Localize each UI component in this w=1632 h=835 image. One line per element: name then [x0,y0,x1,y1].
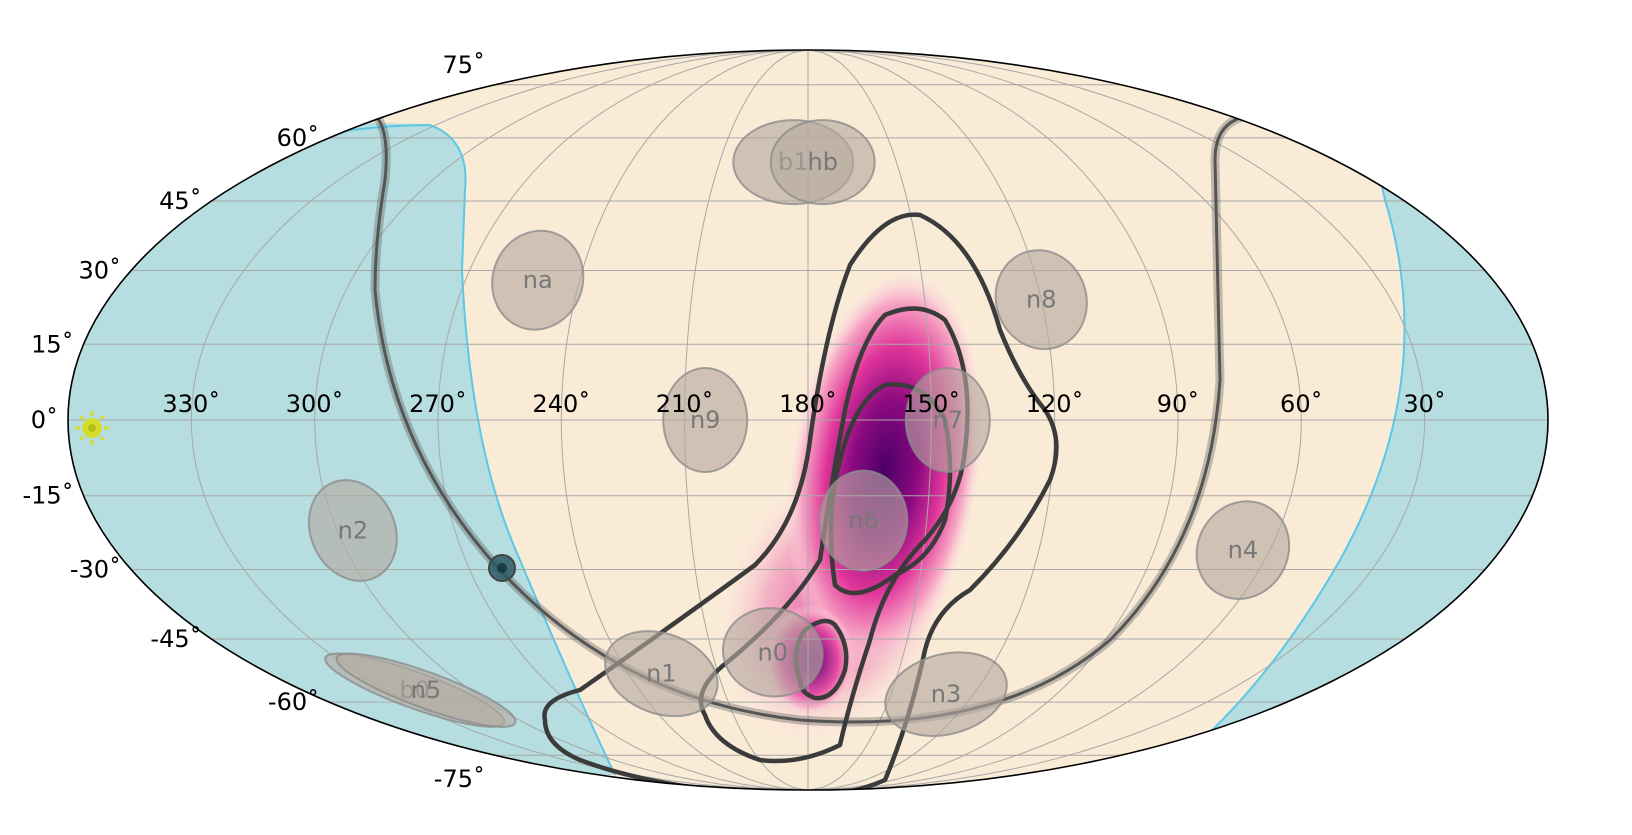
longitude-tick-label: 300˚ [286,390,344,418]
detector-label: n5 [411,676,441,704]
longitude-tick-label: 330˚ [162,390,220,418]
latitude-tick-label: -75˚ [434,765,485,793]
earth-occultation-right-edge [1159,134,1406,776]
latitude-tick-label: -15˚ [22,482,73,510]
sun-icon [75,411,109,445]
detector-n0: n0 [721,607,824,698]
longitude-line [437,50,809,790]
detector-n1: n1 [604,630,719,718]
detector-label: n1 [646,660,676,688]
detector-n9: n9 [662,367,749,473]
detector-n4: n4 [1195,500,1291,600]
latitude-tick-label: -45˚ [150,625,201,653]
longitude-line [807,50,1426,790]
contour-middle [698,306,970,764]
detector-n7: n7 [904,367,991,473]
longitude-tick-label: 60˚ [1280,390,1323,418]
galactic-plane [373,113,1332,724]
latitude-tick-label: 30˚ [79,257,122,285]
latitude-tick-label: 60˚ [277,124,320,152]
detector-n5: n5 [335,652,517,728]
longitude-tick-label: 240˚ [532,390,590,418]
detectors: b1hbnan8n9n7n6n2n4n0n1n3b0n5 [307,119,1291,737]
longitude-tick-labels: 330˚ 300˚ 270˚ 240˚ 210˚ 180˚ 150˚ 120˚ 90˚ 60˚ 30… [162,390,1446,418]
detector-label: n3 [931,680,961,708]
latitude-tick-labels: 75˚ 60˚ 45˚ 30˚ 15˚ 0˚ -15˚ -30˚ -45˚ -60˚ -75˚ [22,51,485,793]
detector-n3: n3 [884,651,1008,737]
latitude-tick-label: 75˚ [442,51,485,79]
earth-occultation-left [68,110,615,775]
longitude-tick-label: 90˚ [1157,390,1200,418]
earth-occultation-left-edge [314,123,616,776]
detector-label: hb [808,148,838,176]
longitude-line [807,50,1302,790]
latitude-tick-label: 15˚ [31,330,74,358]
sky-boundary [67,49,1549,791]
longitude-line [807,50,1179,790]
longitude-tick-label: 270˚ [409,390,467,418]
latitude-tick-label: -60˚ [268,688,319,716]
latitude-tick-label: 45˚ [159,187,202,215]
detector-hb: hb [769,119,876,206]
detector-label: n9 [690,406,720,434]
detector-n8: n8 [994,249,1088,351]
detector-na: na [491,229,585,331]
longitude-tick-label: 30˚ [1403,390,1446,418]
longitude-tick-label: 180˚ [779,390,837,418]
contour-outer [542,212,1059,790]
detector-n2: n2 [307,479,398,582]
detector-label: na [523,266,553,294]
longitude-tick-label: 210˚ [656,390,714,418]
longitude-tick-label: 150˚ [902,390,960,418]
galactic-center-marker [488,554,516,582]
longitude-tick-label: 120˚ [1026,390,1084,418]
detector-label: n4 [1228,536,1258,564]
detector-label: n6 [848,507,878,535]
detector-label: n2 [338,517,368,545]
detector-n6: n6 [818,469,909,572]
detector-label: n7 [933,406,963,434]
latitude-tick-label: -30˚ [70,555,121,583]
detector-label: n0 [758,638,788,666]
latitude-tick-label: 0˚ [31,406,58,434]
detector-label: n8 [1026,286,1056,314]
